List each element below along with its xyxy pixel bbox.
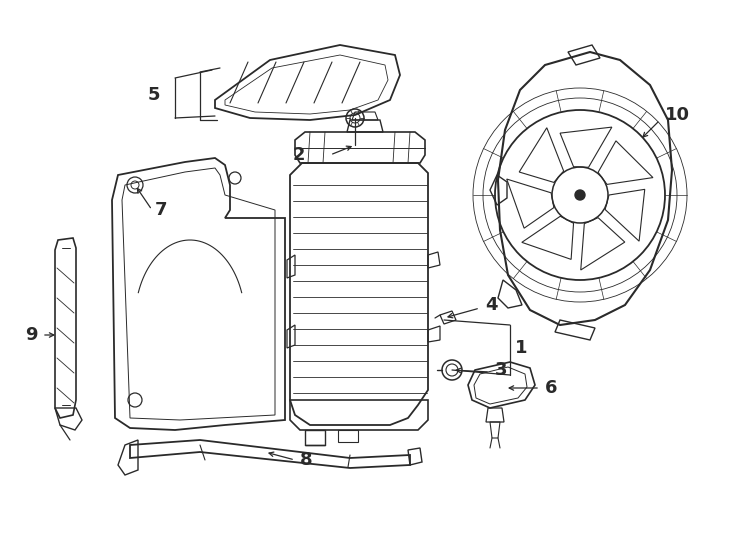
Text: 4: 4 xyxy=(485,296,498,314)
Text: 8: 8 xyxy=(300,451,313,469)
Text: 7: 7 xyxy=(155,201,167,219)
Text: 5: 5 xyxy=(148,86,160,104)
Text: 1: 1 xyxy=(515,339,528,357)
Circle shape xyxy=(575,190,585,200)
Text: 10: 10 xyxy=(665,106,690,124)
Text: 6: 6 xyxy=(545,379,558,397)
Text: 9: 9 xyxy=(26,326,38,344)
Text: 3: 3 xyxy=(495,361,507,379)
Text: 2: 2 xyxy=(293,146,305,164)
